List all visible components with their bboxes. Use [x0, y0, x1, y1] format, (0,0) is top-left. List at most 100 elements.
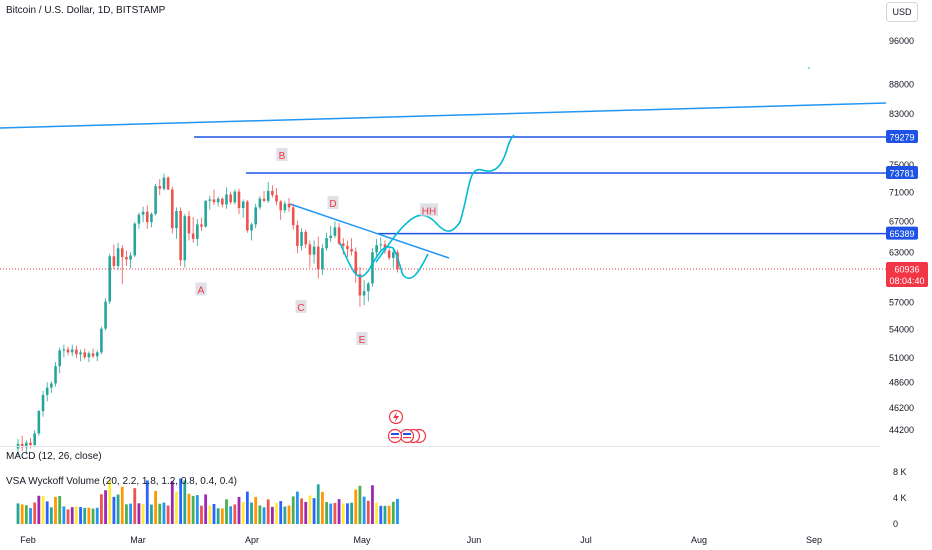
- volume-bar: [354, 489, 358, 524]
- price-tick-label: 63000: [889, 247, 914, 257]
- macd-legend[interactable]: MACD (12, 26, close): [6, 451, 102, 462]
- candle-body: [300, 231, 303, 246]
- wave-label: E: [359, 335, 366, 346]
- candle-body: [375, 245, 378, 253]
- projection-path[interactable]: [339, 134, 515, 279]
- wave-label: D: [329, 199, 336, 210]
- volume-bar: [346, 503, 349, 524]
- volume-bar: [187, 493, 191, 524]
- volume-bar: [204, 494, 208, 524]
- wave-label-box: [420, 203, 438, 217]
- candle-body: [241, 201, 245, 209]
- volume-tick-label: 4 K: [893, 493, 907, 503]
- candle-body: [229, 194, 232, 203]
- wave-label-box: [195, 282, 207, 296]
- volume-bar: [275, 502, 278, 524]
- event-icons[interactable]: [387, 409, 427, 444]
- time-tick-label: Mar: [130, 535, 146, 545]
- volume-bar: [237, 497, 241, 524]
- price-axis[interactable]: 96000 88000 83000 75000 71000 67000 63000 57000…: [889, 36, 914, 435]
- volume-bar: [366, 500, 370, 524]
- candle-body: [341, 243, 345, 246]
- volume-bar: [16, 503, 20, 524]
- volume-bar: [212, 503, 216, 524]
- volume-bar: [287, 505, 291, 524]
- price-level-tag-label: 73781: [889, 169, 914, 179]
- price-level-lines[interactable]: [0, 136, 886, 270]
- candle-body: [91, 353, 95, 357]
- candle-body: [371, 252, 374, 284]
- wave-label: B: [279, 151, 286, 162]
- volume-bar: [291, 496, 295, 524]
- volume-bar: [216, 508, 220, 524]
- candle-body: [275, 195, 278, 202]
- volume-bar: [279, 501, 283, 524]
- candle-body: [79, 352, 82, 355]
- volume-bar: [371, 485, 374, 524]
- wave-labels: A B C D E HH: [195, 147, 438, 346]
- long-trend-line[interactable]: [0, 102, 887, 129]
- volume-bar: [154, 490, 158, 524]
- volume-bar: [58, 496, 62, 524]
- volume-bar: [150, 504, 153, 524]
- candle-body: [325, 238, 328, 249]
- price-tick-label: 57000: [889, 297, 914, 307]
- us-flag-event-icons[interactable]: [387, 428, 427, 444]
- time-axis[interactable]: Feb Mar Apr May Jun Jul Aug Sep: [20, 535, 822, 545]
- price-tick-label: 54000: [889, 325, 914, 335]
- volume-bar: [258, 505, 262, 524]
- volume-bar: [191, 495, 195, 524]
- price-level-tag-label: 65389: [889, 229, 914, 239]
- candle-body: [258, 198, 262, 208]
- volume-bar: [112, 496, 116, 524]
- volume-bar: [262, 507, 266, 524]
- volume-bars: [16, 478, 399, 524]
- time-tick-label: Apr: [245, 535, 259, 545]
- volume-bar: [329, 503, 333, 524]
- volume-bar: [283, 506, 287, 524]
- price-level-tag-label: 79279: [889, 132, 914, 142]
- trend-lines[interactable]: [0, 102, 887, 259]
- volume-bar: [241, 502, 245, 524]
- volume-bar: [79, 507, 82, 524]
- price-tick-label: 96000: [889, 36, 914, 46]
- candle-body: [87, 353, 91, 358]
- candle-body: [316, 246, 320, 270]
- candle-body: [150, 213, 153, 223]
- vsa-legend[interactable]: VSA Wyckoff Volume (20, 2.2, 1.8, 1.2, 0…: [6, 476, 237, 487]
- volume-bar: [129, 503, 132, 524]
- time-tick-label: Feb: [20, 535, 36, 545]
- candle-body: [362, 291, 366, 296]
- candle-body: [95, 352, 99, 357]
- candle-body: [204, 200, 207, 227]
- volume-bar: [145, 480, 149, 524]
- price-tick-label: 71000: [889, 187, 914, 197]
- candle-body: [216, 198, 220, 203]
- candle-body: [392, 252, 395, 258]
- currency-button[interactable]: USD: [886, 2, 918, 22]
- candle-body: [283, 203, 287, 211]
- volume-bar: [208, 505, 212, 524]
- candle-body: [58, 350, 61, 367]
- candle-body: [266, 190, 270, 201]
- candle-body: [29, 442, 32, 445]
- candle-body: [129, 255, 132, 260]
- candlestick-series: [16, 173, 399, 456]
- chart-title: Bitcoin / U.S. Dollar, 1D, BITSTAMP: [6, 5, 166, 16]
- candle-body: [262, 198, 266, 201]
- candle-body: [337, 227, 341, 244]
- candle-body: [116, 248, 120, 266]
- price-tick-label: 67000: [889, 216, 914, 226]
- candle-body: [50, 383, 53, 388]
- candle-body: [66, 349, 70, 353]
- candle-body: [321, 248, 324, 270]
- candle-body: [137, 214, 141, 224]
- descending-trend-line[interactable]: [289, 203, 450, 259]
- price-level-tag: [886, 166, 918, 180]
- candle-body: [104, 301, 107, 329]
- candle-body: [145, 211, 149, 223]
- volume-tick-label: 0: [893, 519, 898, 529]
- candle-body: [179, 211, 182, 261]
- price-grid: [808, 67, 810, 69]
